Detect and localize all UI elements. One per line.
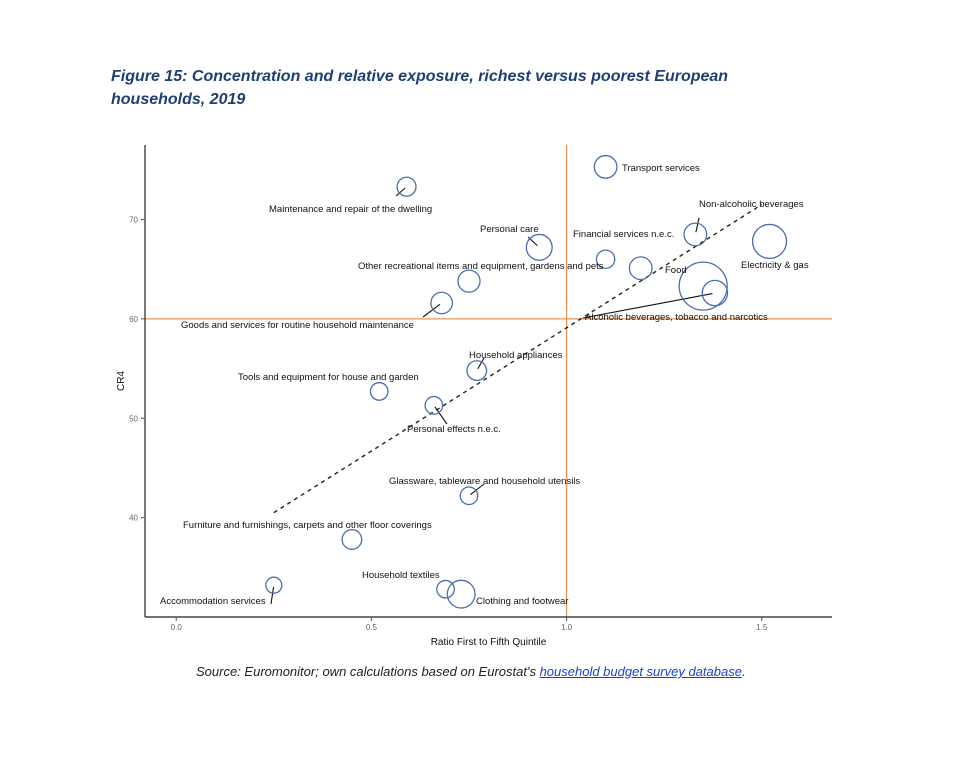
point-label: Furniture and furnishings, carpets and o… xyxy=(183,520,432,531)
label-leaders xyxy=(270,187,713,605)
source-link[interactable]: household budget survey database xyxy=(539,664,742,679)
data-point xyxy=(525,233,553,261)
reference-lines xyxy=(145,145,832,617)
data-point xyxy=(683,222,708,247)
data-point xyxy=(678,261,728,311)
y-axis-label: CR4 xyxy=(116,371,127,391)
data-point xyxy=(424,395,444,415)
point-label: Household textiles xyxy=(362,570,440,581)
point-label: Food xyxy=(665,265,687,276)
point-label: Tools and equipment for house and garden xyxy=(238,372,419,383)
point-label: Financial services n.e.c. xyxy=(573,229,674,240)
data-point xyxy=(446,579,476,609)
data-point xyxy=(459,486,479,506)
point-label: Alcoholic beverages, tobacco and narcoti… xyxy=(585,312,768,323)
point-label: Clothing and footwear xyxy=(476,596,568,607)
point-label: Maintenance and repair of the dwelling xyxy=(269,204,432,215)
label-leader-line xyxy=(395,187,406,197)
point-label: Household appliances xyxy=(469,350,563,361)
label-leader-line xyxy=(695,217,700,233)
figure-title-line-1: Figure 15: Concentration and relative ex… xyxy=(111,68,729,85)
x-tick-label: 0.5 xyxy=(366,623,378,632)
x-tick-label: 1.0 xyxy=(561,623,573,632)
trend-line xyxy=(273,204,763,514)
data-point xyxy=(430,291,454,315)
label-leader-line xyxy=(477,357,485,370)
data-point xyxy=(701,279,729,307)
y-tick-label: 60 xyxy=(129,315,138,324)
point-label: Other recreational items and equipment, … xyxy=(358,261,604,272)
label-leader-line xyxy=(434,406,448,425)
data-point xyxy=(265,576,283,594)
point-labels: Transport services Maintenance and repair… xyxy=(160,163,809,607)
data-point xyxy=(595,249,616,270)
data-point xyxy=(457,269,481,293)
point-label: Personal effects n.e.c. xyxy=(407,424,501,435)
y-tick-label: 50 xyxy=(129,414,138,423)
data-point xyxy=(628,256,653,281)
y-tick-label: 70 xyxy=(129,216,138,225)
data-points xyxy=(265,154,788,609)
figure-title-line-2: households, 2019 xyxy=(111,91,246,108)
point-label: Accommodation services xyxy=(160,596,266,607)
point-label: Goods and services for routine household… xyxy=(181,320,414,331)
label-leader-line xyxy=(582,292,713,319)
label-leader-line xyxy=(270,586,275,605)
label-leader-line xyxy=(470,483,485,496)
source-suffix: . xyxy=(741,664,746,679)
source-prefix: Source: Euromonitor; own calculations ba… xyxy=(196,664,540,679)
point-label: Electricity & gas xyxy=(741,260,809,271)
data-point xyxy=(436,579,455,599)
point-label: Personal care xyxy=(480,224,539,235)
y-tick-label: 40 xyxy=(129,514,138,523)
trend-line-group xyxy=(273,204,763,514)
figure-title: Figure 15: Concentration and relative ex… xyxy=(111,65,831,111)
x-tick-label: 1.5 xyxy=(756,623,768,632)
label-leader-line xyxy=(422,303,441,318)
data-point xyxy=(341,529,363,550)
axes: 0.0 0.5 1.0 1.5 40 50 60 70 Ratio First to Fifth… xyxy=(116,145,832,648)
data-point xyxy=(466,360,488,382)
data-point xyxy=(593,154,618,179)
x-tick-label: 0.0 xyxy=(171,623,183,632)
point-label: Glassware, tableware and household utens… xyxy=(389,476,580,487)
x-axis-label: Ratio First to Fifth Quintile xyxy=(431,637,547,648)
data-point xyxy=(369,382,389,401)
point-label: Transport services xyxy=(622,163,700,174)
point-label: Non-alcoholic beverages xyxy=(699,199,804,210)
data-point xyxy=(396,176,417,197)
data-point xyxy=(751,223,788,260)
source-note: Source: Euromonitor; own calculations ba… xyxy=(196,664,896,679)
